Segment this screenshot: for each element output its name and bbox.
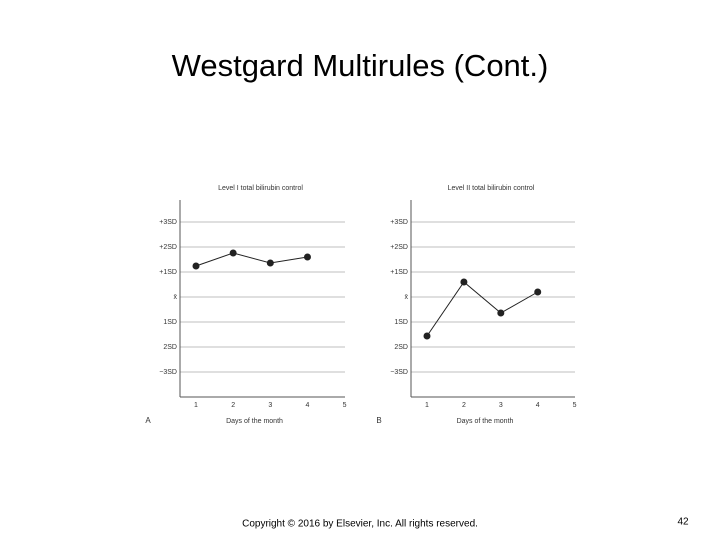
x-tick-label: 5: [573, 402, 577, 409]
x-tick-label: 3: [499, 402, 503, 409]
x-tick-label: 1: [194, 402, 198, 409]
x-axis-label: Days of the month: [226, 418, 283, 425]
y-tick-label: +3SD: [159, 219, 177, 226]
panel-label: B: [376, 416, 381, 425]
y-tick-label: 2SD: [163, 344, 177, 351]
chart-title: Level I total bilirubin control: [218, 185, 303, 192]
data-point: [266, 259, 274, 267]
data-point: [229, 249, 237, 257]
data-point: [303, 253, 311, 261]
x-tick-label: 3: [268, 402, 272, 409]
page-number: 42: [677, 517, 689, 528]
slide-title: Westgard Multirules (Cont.): [172, 48, 549, 83]
x-axis-label: Days of the month: [457, 418, 514, 425]
copyright: Copyright © 2016 by Elsevier, Inc. All r…: [242, 519, 478, 530]
y-tick-label: +3SD: [390, 219, 408, 226]
x-tick-label: 2: [462, 402, 466, 409]
y-tick-label: 1SD: [394, 319, 408, 326]
y-tick-label: +1SD: [159, 269, 177, 276]
data-point: [460, 278, 468, 286]
y-tick-label: +2SD: [159, 244, 177, 251]
data-point: [192, 262, 200, 270]
y-tick-label: −3SD: [159, 369, 177, 376]
data-point: [497, 309, 505, 317]
x-tick-label: 4: [536, 402, 540, 409]
data-point: [423, 332, 431, 340]
panel-label: A: [145, 416, 151, 425]
y-tick-label: 1SD: [163, 319, 177, 326]
chart-title: Level II total bilirubin control: [448, 185, 535, 192]
series-line: [426, 281, 538, 337]
y-tick-label: x̄: [405, 294, 409, 301]
x-tick-label: 2: [231, 402, 235, 409]
y-tick-label: 2SD: [394, 344, 408, 351]
x-tick-label: 1: [425, 402, 429, 409]
x-tick-label: 4: [306, 402, 310, 409]
series-line: [195, 252, 308, 267]
x-tick-label: 5: [343, 402, 347, 409]
y-tick-label: −3SD: [390, 369, 408, 376]
data-point: [534, 288, 542, 296]
y-tick-label: +1SD: [390, 269, 408, 276]
y-tick-label: +2SD: [390, 244, 408, 251]
y-tick-label: x̄: [174, 294, 178, 301]
